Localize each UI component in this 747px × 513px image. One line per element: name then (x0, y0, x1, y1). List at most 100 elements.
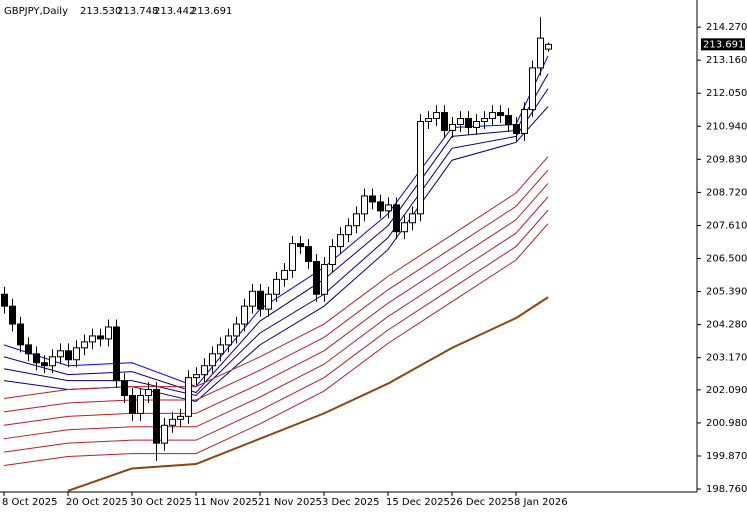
candle-body (217, 344, 224, 355)
candle-body (449, 123, 456, 131)
candle-body (233, 323, 240, 337)
candle-body (273, 278, 280, 295)
x-tick-label: 8 Jan 2026 (514, 497, 568, 508)
candle-body (409, 213, 416, 224)
y-tick-label: 198.760 (706, 484, 747, 495)
x-tick-label: 30 Oct 2025 (130, 497, 192, 508)
candle-body (393, 204, 400, 233)
y-tick-label: 210.940 (706, 121, 747, 132)
candle-body (97, 335, 104, 340)
candle-body (369, 195, 376, 203)
candle-body (193, 374, 200, 379)
candle-body (73, 347, 80, 361)
candle-body (521, 109, 528, 134)
candle-body (289, 243, 296, 271)
candle-body (89, 335, 96, 343)
candle-body (25, 344, 32, 355)
candle-body (345, 225, 352, 236)
candle-body (177, 415, 184, 420)
candle-body (105, 326, 112, 340)
ohlc-label: 213.748 (117, 6, 158, 17)
candle-body (121, 380, 128, 397)
ohlc-label: 213.442 (154, 6, 195, 17)
candle-body (1, 293, 8, 307)
candle-body (489, 112, 496, 120)
ma-line (3, 223, 549, 466)
chart-title: GBPJPY,Daily (4, 6, 68, 17)
candle-body (185, 377, 192, 417)
ohlc-label: 213.530 (80, 6, 121, 17)
candle-body (129, 395, 136, 414)
ma-line (3, 156, 549, 399)
candle-body (265, 293, 272, 310)
candle-body (81, 341, 88, 349)
candle-body (433, 112, 440, 120)
ma-line (3, 169, 549, 413)
candle-body (465, 118, 472, 128)
x-tick-label: 11 Nov 2025 (194, 497, 258, 508)
x-tick-label: 21 Nov 2025 (258, 497, 322, 508)
y-tick-label: 214.270 (706, 22, 747, 33)
candle-body (17, 323, 24, 346)
candle-body (9, 305, 16, 325)
ma-line (3, 88, 549, 397)
candle-body (321, 263, 328, 295)
candle-body (353, 213, 360, 227)
candle-body (481, 118, 488, 123)
candle-body (169, 418, 176, 426)
candle-body (473, 121, 480, 128)
y-tick-label: 203.170 (706, 353, 747, 364)
candle-body (161, 424, 168, 444)
candle-body (297, 243, 304, 248)
candle-body (377, 201, 384, 212)
candle-body (457, 118, 464, 125)
x-tick-label: 8 Oct 2025 (2, 497, 57, 508)
candle-body (137, 395, 144, 414)
price-tag (701, 38, 745, 51)
candle-body (201, 365, 208, 376)
ma-line (3, 196, 549, 440)
candle-body (41, 362, 48, 367)
candle-body (57, 350, 64, 358)
plot-area (1, 17, 552, 492)
y-tick-label: 202.090 (706, 385, 747, 396)
y-tick-label: 204.280 (706, 320, 747, 331)
candle-body (257, 290, 264, 310)
x-tick-label: 15 Dec 2025 (386, 497, 450, 508)
candle-body (513, 123, 520, 134)
ma-line (3, 209, 549, 453)
candle-body (417, 121, 424, 215)
candle-body (305, 246, 312, 262)
candle-body (113, 326, 120, 382)
candle-body (225, 335, 232, 346)
x-tick-label: 20 Oct 2025 (66, 497, 128, 508)
candle-body (529, 67, 536, 111)
candle-body (145, 389, 152, 397)
ma-line (3, 73, 549, 394)
candle-body (329, 246, 336, 265)
y-tick-label: 206.500 (706, 254, 747, 265)
candle-body (249, 290, 256, 307)
x-tick-label: 3 Dec 2025 (322, 497, 380, 508)
candle-body (441, 112, 448, 131)
x-tick-label: 26 Dec 2025 (450, 497, 514, 508)
candle-body (545, 43, 552, 50)
candle-body (385, 204, 392, 212)
ma-line (3, 183, 549, 426)
candle-body (209, 353, 216, 367)
y-tick-label: 212.050 (706, 88, 747, 99)
price-tag-label: 213.691 (703, 39, 744, 50)
candle-body (281, 269, 288, 280)
y-tick-label: 213.160 (706, 55, 747, 66)
y-tick-label: 209.830 (706, 154, 747, 165)
candle-body (153, 389, 160, 444)
candle-body (537, 37, 544, 69)
y-tick-label: 200.980 (706, 418, 747, 429)
candle-body (497, 112, 504, 117)
ohlc-label: 213.691 (191, 6, 232, 17)
y-tick-label: 207.610 (706, 220, 747, 231)
candle-body (33, 353, 40, 364)
ma-line (3, 55, 549, 388)
candle-body (49, 356, 56, 367)
